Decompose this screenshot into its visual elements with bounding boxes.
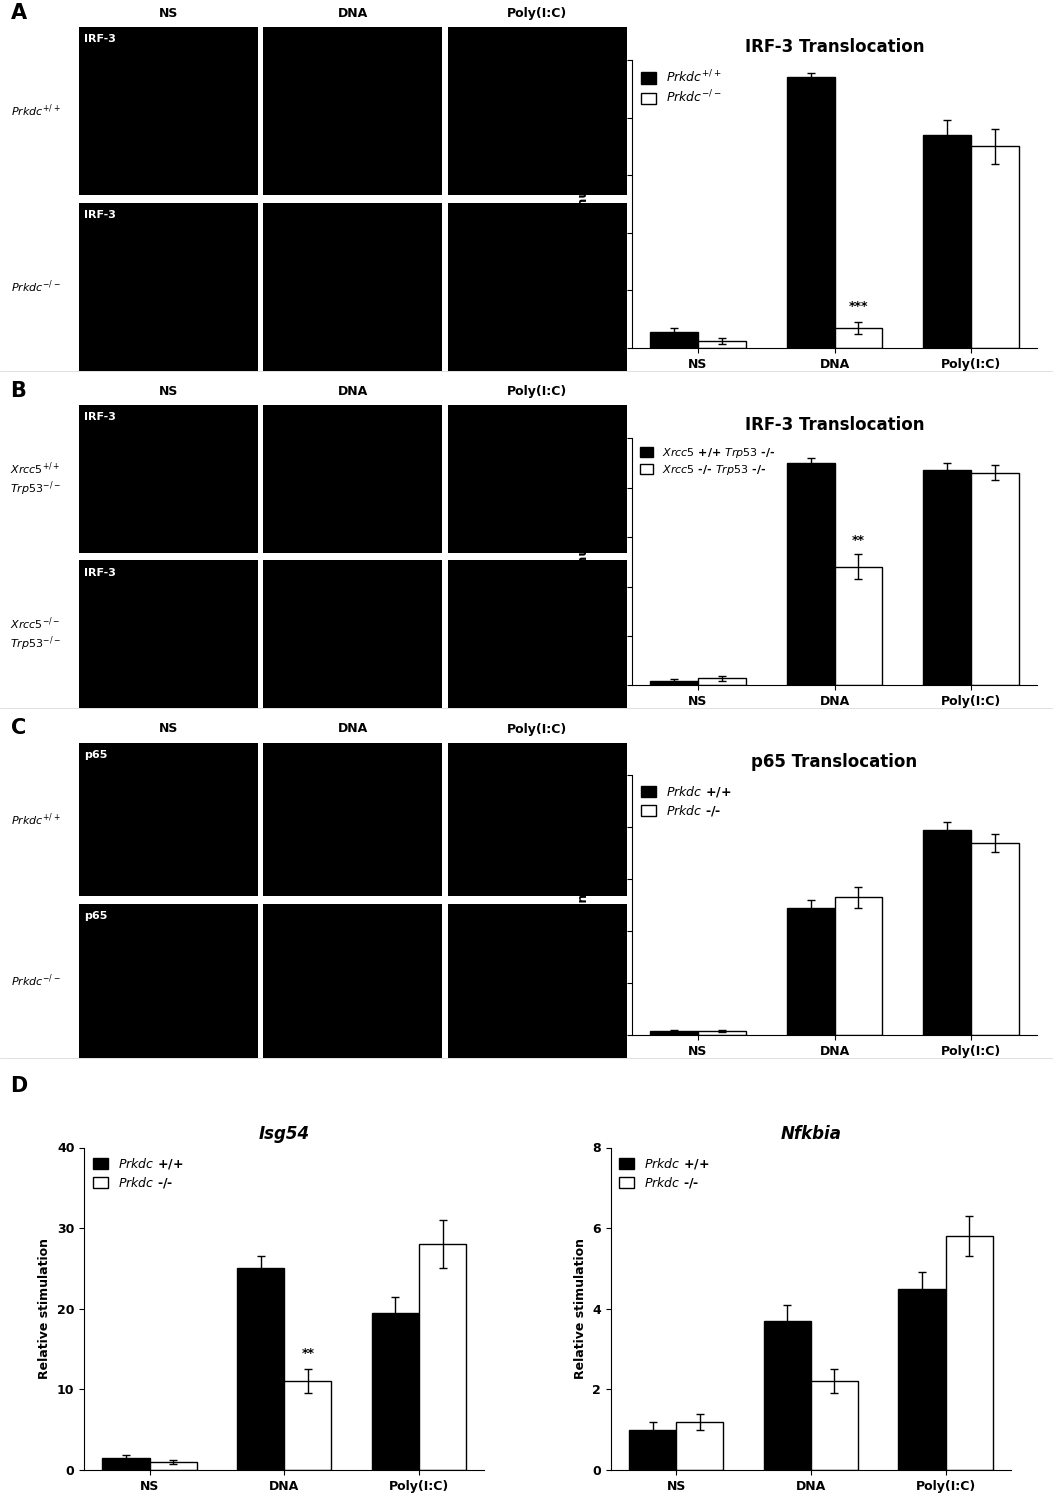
Bar <box>237 1269 284 1470</box>
Y-axis label: Relative stimulation: Relative stimulation <box>574 1239 587 1380</box>
Bar <box>971 147 1018 348</box>
Legend: $\it{Prkdc}$ +/+, $\it{Prkdc}$ -/-: $\it{Prkdc}$ +/+, $\it{Prkdc}$ -/- <box>617 1154 712 1192</box>
Text: p65: p65 <box>84 912 107 921</box>
Title: p65 Translocation: p65 Translocation <box>752 753 917 771</box>
Bar <box>651 332 698 348</box>
Bar <box>284 1382 332 1470</box>
Text: p65: p65 <box>84 750 107 760</box>
Y-axis label: % cells with nuclear p65: % cells with nuclear p65 <box>577 821 591 990</box>
Bar <box>834 897 882 1035</box>
Text: IRF-3: IRF-3 <box>84 413 116 423</box>
Text: IRF-3: IRF-3 <box>84 34 116 45</box>
Text: $\it{Prkdc}^{+/+}$: $\it{Prkdc}^{+/+}$ <box>11 812 60 828</box>
Text: $\it{Prkdc}^{-/-}$: $\it{Prkdc}^{-/-}$ <box>11 972 60 988</box>
Bar <box>923 830 971 1035</box>
Text: DNA: DNA <box>338 386 367 398</box>
Bar <box>787 908 834 1035</box>
Legend: $\it{Prkdc}$ +/+, $\it{Prkdc}$ -/-: $\it{Prkdc}$ +/+, $\it{Prkdc}$ -/- <box>91 1154 185 1192</box>
Bar <box>834 328 882 348</box>
Text: DNA: DNA <box>338 8 367 20</box>
Bar <box>698 1030 746 1035</box>
Title: Nfkbia: Nfkbia <box>780 1125 841 1143</box>
Bar <box>898 1288 946 1470</box>
Bar <box>811 1382 858 1470</box>
Bar <box>787 462 834 686</box>
Text: $\it{Xrcc5}^{+/+}$
$\it{Trp53}^{-/-}$: $\it{Xrcc5}^{+/+}$ $\it{Trp53}^{-/-}$ <box>11 460 61 498</box>
Text: **: ** <box>852 534 865 548</box>
Bar <box>923 135 971 348</box>
Bar <box>629 1430 676 1470</box>
Text: NS: NS <box>159 8 178 20</box>
Y-axis label: % cells with nuclear IRF-3: % cells with nuclear IRF-3 <box>577 114 591 294</box>
Bar <box>946 1236 993 1470</box>
Bar <box>763 1322 811 1470</box>
Text: IRF-3: IRF-3 <box>84 567 116 578</box>
Bar <box>923 470 971 686</box>
Bar <box>698 340 746 348</box>
Bar <box>971 843 1018 1035</box>
Y-axis label: % cells with nuclear IRF-3: % cells with nuclear IRF-3 <box>577 471 591 652</box>
Bar <box>419 1245 466 1470</box>
Bar <box>651 681 698 686</box>
Bar <box>971 472 1018 686</box>
Text: $\it{Xrcc5}^{-/-}$
$\it{Trp53}^{-/-}$: $\it{Xrcc5}^{-/-}$ $\it{Trp53}^{-/-}$ <box>11 615 61 652</box>
Text: ***: *** <box>849 300 868 313</box>
Text: $\it{Prkdc}^{-/-}$: $\it{Prkdc}^{-/-}$ <box>11 278 60 296</box>
Title: IRF-3 Translocation: IRF-3 Translocation <box>744 416 925 434</box>
Text: Poly(I:C): Poly(I:C) <box>506 8 568 20</box>
Legend: $\it{Prkdc}$ +/+, $\it{Prkdc}$ -/-: $\it{Prkdc}$ +/+, $\it{Prkdc}$ -/- <box>638 782 733 820</box>
Text: Poly(I:C): Poly(I:C) <box>506 386 568 398</box>
Bar <box>150 1462 197 1470</box>
Text: A: A <box>11 3 26 22</box>
Text: C: C <box>11 718 25 738</box>
Text: DNA: DNA <box>338 723 367 735</box>
Text: NS: NS <box>159 386 178 398</box>
Bar <box>834 567 882 686</box>
Bar <box>102 1458 150 1470</box>
Y-axis label: Relative stimulation: Relative stimulation <box>39 1239 52 1380</box>
Text: Poly(I:C): Poly(I:C) <box>506 723 568 735</box>
Title: IRF-3 Translocation: IRF-3 Translocation <box>744 38 925 56</box>
Bar <box>676 1422 723 1470</box>
Text: NS: NS <box>159 723 178 735</box>
Text: $\it{Prkdc}^{+/+}$: $\it{Prkdc}^{+/+}$ <box>11 102 60 120</box>
Legend: $\it{Xrcc5}$ +/+ $\it{Trp53}$ -/-, $\it{Xrcc5}$ -/- $\it{Trp53}$ -/-: $\it{Xrcc5}$ +/+ $\it{Trp53}$ -/-, $\it{… <box>637 444 777 480</box>
Text: B: B <box>11 381 26 400</box>
Text: D: D <box>11 1076 27 1095</box>
Text: IRF-3: IRF-3 <box>84 210 116 220</box>
Bar <box>698 678 746 686</box>
Bar <box>651 1030 698 1035</box>
Bar <box>787 78 834 348</box>
Title: Isg54: Isg54 <box>259 1125 310 1143</box>
Legend: $\it{Prkdc}^{+/+}$, $\it{Prkdc}^{-/-}$: $\it{Prkdc}^{+/+}$, $\it{Prkdc}^{-/-}$ <box>638 66 723 108</box>
Text: **: ** <box>301 1347 315 1359</box>
Bar <box>372 1312 419 1470</box>
